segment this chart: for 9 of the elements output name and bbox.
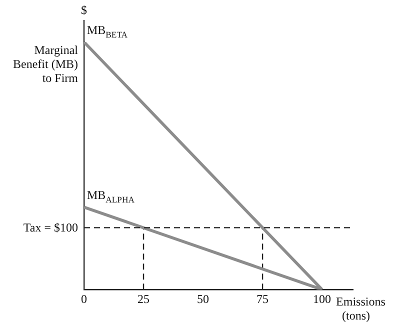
text: Tax = $100: [23, 220, 78, 235]
x-axis-title: Emissions (tons): [336, 294, 386, 323]
y-axis-title: Marginal Benefit (MB) to Firm: [13, 43, 79, 85]
x-tick-label: 25: [138, 292, 150, 306]
x-tick-label: 50: [197, 292, 210, 306]
x-tick-label: 0: [81, 292, 87, 306]
x-tick-label: 75: [256, 292, 269, 306]
x-tick-label: 100: [313, 292, 332, 306]
text: $: [81, 3, 87, 17]
